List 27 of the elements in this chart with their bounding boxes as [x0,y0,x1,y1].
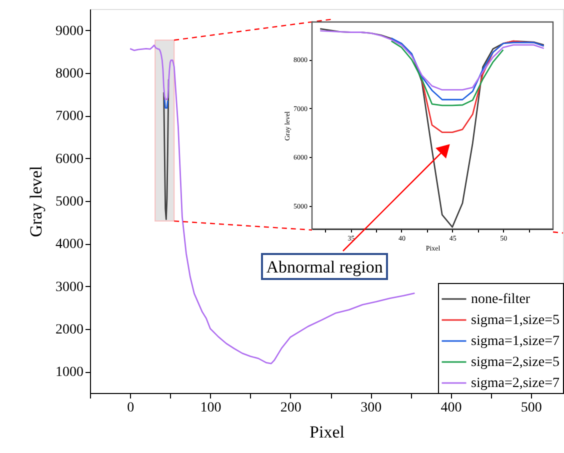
y-tick-label: 6000 [56,152,84,167]
y-tick-label: 9000 [56,24,84,39]
x-tick-label: 500 [520,400,542,416]
legend-label: sigma=1,size=5 [471,313,560,328]
line-series [390,40,504,106]
x-tick-label: 300 [360,400,382,416]
line-series [129,44,416,364]
y-tick-label: 1000 [56,365,84,380]
line-series [319,30,545,91]
x-tick-label: 200 [280,400,302,416]
x-tick-label: 0 [127,400,134,416]
y-tick-label: 4000 [56,237,84,252]
y-tick-label: 7000 [56,109,84,124]
y-tick-label: 5000 [56,194,84,210]
y-tick-label: 8000 [56,66,84,82]
legend-label: sigma=2,size=5 [471,355,560,370]
y-tick-label: 2000 [56,322,84,338]
y-tick-label: 3000 [56,280,84,295]
line-series [390,37,545,100]
y-axis-title: Gray level [26,166,46,238]
x-tick-label: 400 [440,400,462,416]
x-tick-label: 100 [200,400,222,416]
legend-label: sigma=2,size=7 [471,376,560,391]
legend-label: none-filter [471,292,530,307]
annotation: Abnormal region [266,258,384,276]
x-axis-title: Pixel [310,422,345,442]
legend-label: sigma=1,size=7 [471,334,560,349]
